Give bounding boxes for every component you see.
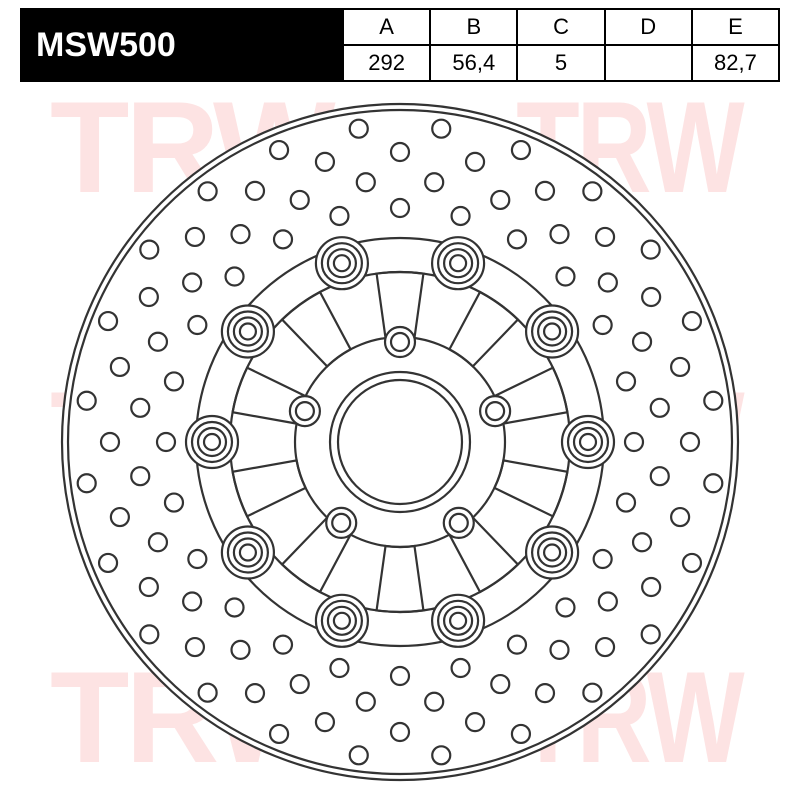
col-e-header: E	[691, 10, 778, 44]
col-b-header: B	[429, 10, 516, 44]
col-b-value: 56,4	[429, 46, 516, 80]
table-header-row: A B C D E	[342, 10, 778, 46]
part-number-cell: MSW500	[22, 10, 342, 80]
col-c-header: C	[516, 10, 603, 44]
diagram-canvas: TRW TRW TRW TRW TRW TRW	[20, 82, 780, 794]
col-a-header: A	[342, 10, 429, 44]
col-a-value: 292	[342, 46, 429, 80]
spec-frame: MSW500 A B C D E 292 56,4 5 82,7	[20, 8, 780, 82]
col-d-header: D	[604, 10, 691, 44]
brake-disc-diagram	[20, 82, 780, 794]
spec-table: A B C D E 292 56,4 5 82,7	[342, 10, 778, 80]
part-number: MSW500	[36, 26, 176, 65]
